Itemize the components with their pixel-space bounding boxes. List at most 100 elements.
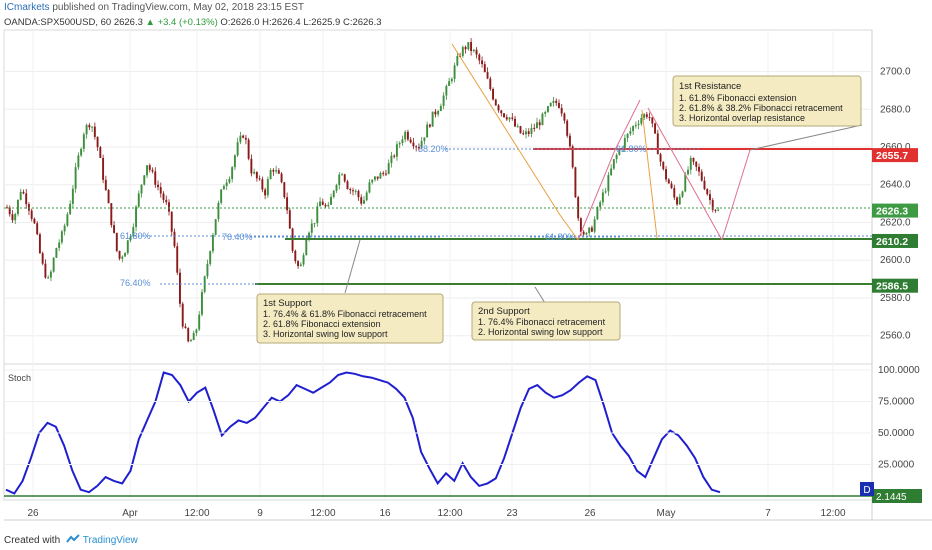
candle-body [22,191,25,194]
candle-body [82,134,85,149]
stoch-y-tick: 75.0000 [878,397,915,408]
author-link[interactable]: ICmarkets [4,2,50,13]
candle-body [656,133,659,155]
candle-body [560,107,563,114]
candle-body [467,42,470,50]
price-label-bg [872,278,918,293]
fib-label-61-left: 61.80% [120,231,151,241]
candle-body [585,232,588,235]
x-tick-label: 12:00 [437,508,462,519]
candle-body [157,184,159,188]
d-badge[interactable] [860,482,874,496]
projection-line-orange [641,109,658,239]
candle-body [365,192,368,201]
candle-body [503,113,505,118]
candle-body [19,191,22,200]
candle-body [406,131,409,140]
resistance-note[interactable] [672,75,862,127]
candle-body [71,188,74,204]
candle-body [360,197,363,204]
fib-label-61-right: 61.80% [545,232,576,242]
candle-body [579,218,582,232]
candle-body [549,102,552,107]
candle-body [516,126,519,128]
tradingview-logo[interactable]: TradingView [66,534,138,546]
candle-body [14,214,17,221]
candle-body [140,184,143,194]
candle-body [313,223,316,225]
candle-body [530,127,533,134]
candle-body [525,131,527,135]
candle-body [189,340,192,342]
x-tick-label: 9 [257,508,263,519]
candle-body [711,200,714,210]
candle-body [102,157,105,180]
candle-body [442,95,445,106]
candle-body [206,263,209,277]
candle-body [384,173,387,175]
candle-body [382,172,385,174]
candle-body [714,209,717,211]
candle-body [113,225,116,233]
candle-body [544,111,547,114]
candle-body [678,196,681,205]
x-tick-label: 26 [584,508,596,519]
candle-body [700,171,703,181]
candle-body [645,114,648,118]
candle-body [27,204,30,211]
candle-body [527,131,530,134]
candle-body [412,142,415,147]
candle-body [568,135,571,147]
symbol-info: OANDA:SPX500USD, 60 2626.3 ▲ +3.4 (+0.13… [4,17,382,28]
candle-body [330,196,332,205]
candle-body [118,250,121,259]
candle-body [659,154,662,162]
candle-body [8,207,11,215]
stoch-line [5,371,721,495]
support1-title: 1st Support [263,298,312,309]
candle-body [63,225,66,232]
candle-body [170,211,173,232]
swing-line-pink [577,99,641,241]
candle-body [58,242,61,249]
candle-body [448,81,451,86]
x-tick-label: 7 [765,508,771,519]
x-tick-label: 16 [379,508,391,519]
candle-body [272,169,275,172]
candle-body [327,204,330,207]
candle-body [684,174,687,192]
y-tick-label: 2600.0 [880,255,911,266]
candle-body [132,226,135,237]
candle-body [423,137,426,141]
candle-body [283,182,286,198]
candle-body [91,126,94,128]
candle-body [173,231,176,247]
candle-body [634,124,637,127]
candle-body [321,201,324,205]
candle-body [393,155,396,157]
candle-body [168,202,170,212]
candle-body [478,54,481,61]
price-label: 2655.7 [876,150,908,162]
candle-body [489,78,492,90]
candle-body [187,328,190,342]
symbol-name: OANDA:SPX500USD, 60 [4,17,112,28]
candle-body [220,189,223,203]
candle-body [349,189,352,191]
price-label-bg [872,148,918,163]
candle-body [486,72,489,79]
price-change: ▲ +3.4 (+0.13%) [145,17,218,28]
support2-note[interactable] [471,301,621,341]
candle-body [577,197,580,219]
candle-body [346,181,349,190]
candle-body [475,49,478,55]
candle-body [115,232,118,251]
candle-body [676,197,678,205]
candle-body [11,214,14,221]
candle-body [626,133,629,139]
candle-body [126,240,129,254]
support1-note[interactable] [256,293,444,344]
candle-body [255,171,258,179]
support1-line-2: 2. 61.8% Fibonacci extension [263,319,381,329]
